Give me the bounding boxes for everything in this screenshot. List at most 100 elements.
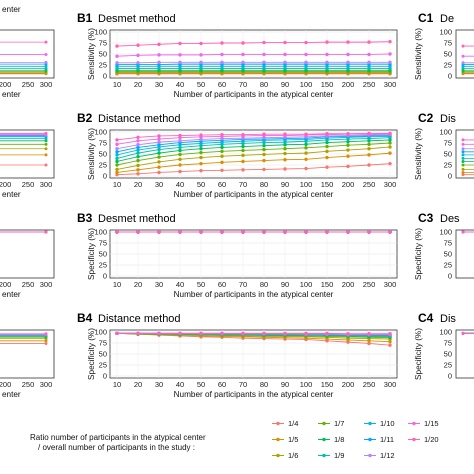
x-tick-label: 30 xyxy=(155,280,163,289)
left-fragment-axis-label: enter xyxy=(2,90,21,99)
x-axis-label: Number of participants in the atypical c… xyxy=(174,190,334,199)
left-fragment-axis-label: enter xyxy=(2,290,21,299)
data-point xyxy=(115,153,119,157)
data-point xyxy=(157,230,161,234)
data-point xyxy=(115,138,119,142)
x-tick-label: 200 xyxy=(342,80,355,89)
y-tick-label: 75 xyxy=(99,239,107,248)
data-point xyxy=(325,331,329,336)
series-line-1-15 xyxy=(116,53,391,57)
legend-key-point xyxy=(276,437,280,442)
data-point xyxy=(220,145,224,150)
x-tick-label: 100 xyxy=(300,280,313,289)
data-point xyxy=(388,230,392,234)
y-axis-label: Specificity (%) xyxy=(87,328,96,380)
data-point xyxy=(199,60,203,65)
data-point xyxy=(241,168,245,172)
x-axis-label: Number of participants in the atypical c… xyxy=(174,90,334,99)
data-point xyxy=(262,158,266,163)
x-tick-label: 90 xyxy=(281,380,289,389)
data-point xyxy=(241,230,245,234)
x-tick-label: 30 xyxy=(155,380,163,389)
right-y-tick: 75 xyxy=(444,339,452,348)
left-fragment-plot xyxy=(0,129,55,179)
series-line-1-12 xyxy=(116,134,391,150)
y-tick-label: 100 xyxy=(94,328,107,337)
data-point xyxy=(136,154,140,159)
data-point xyxy=(178,148,182,153)
y-axis-label: Sensitivity (%) xyxy=(87,128,96,180)
data-point xyxy=(178,230,182,234)
x-tick-label: 80 xyxy=(260,280,268,289)
legend-key-point xyxy=(276,421,280,426)
data-point xyxy=(325,52,329,57)
left-fragment-point xyxy=(44,153,48,157)
data-point xyxy=(199,41,203,46)
data-point xyxy=(220,149,224,154)
data-point xyxy=(388,131,392,136)
left-fragment-axis-label: enter xyxy=(2,190,21,199)
right-y-tick: 25 xyxy=(444,61,452,70)
x-tick-label: 70 xyxy=(239,80,247,89)
y-tick-label: 0 xyxy=(103,72,107,81)
data-point xyxy=(304,166,308,171)
data-point xyxy=(388,141,392,145)
left-fragment-tick: 250 xyxy=(22,280,35,289)
series-line-1-8 xyxy=(116,139,391,162)
data-point xyxy=(325,165,329,169)
x-tick-label: 10 xyxy=(113,80,121,89)
right-y-tick: 75 xyxy=(444,39,452,48)
legend-entry-label: 1/12 xyxy=(380,451,395,460)
data-point xyxy=(241,144,245,149)
data-point xyxy=(262,60,266,65)
data-point xyxy=(388,151,392,155)
x-tick-label: 70 xyxy=(239,280,247,289)
data-point xyxy=(136,158,140,163)
right-fragment-plot xyxy=(455,329,474,379)
left-fragment-point xyxy=(44,64,48,68)
right-y-tick: 25 xyxy=(444,161,452,170)
y-tick-label: 50 xyxy=(99,50,107,59)
panel-title-B3: Desmet method xyxy=(98,213,176,225)
left-fragment-point xyxy=(44,142,48,146)
data-point xyxy=(325,140,329,145)
right-panel-title: Dis xyxy=(440,313,456,325)
y-tick-label: 100 xyxy=(94,128,107,137)
data-point xyxy=(283,331,287,336)
series-line-1-15 xyxy=(116,133,391,145)
data-point xyxy=(388,339,392,344)
x-tick-label: 40 xyxy=(176,380,184,389)
panel-id-B3: B3 xyxy=(77,211,93,225)
x-tick-label: 250 xyxy=(363,180,376,189)
data-point xyxy=(220,168,224,172)
data-point xyxy=(157,160,161,164)
x-tick-label: 300 xyxy=(384,380,397,389)
data-point xyxy=(157,155,161,159)
data-point xyxy=(178,60,182,65)
x-tick-label: 20 xyxy=(134,280,142,289)
legend-entry-label: 1/5 xyxy=(288,435,298,444)
x-tick-label: 80 xyxy=(260,80,268,89)
right-panel-title: Dis xyxy=(440,113,456,125)
data-point xyxy=(346,132,350,136)
left-fragment-point xyxy=(44,230,48,234)
legend-key-point xyxy=(368,437,372,442)
right-panel-id: C2 xyxy=(418,111,434,125)
data-point xyxy=(262,143,266,148)
left-fragment-point xyxy=(44,52,48,56)
data-point xyxy=(136,148,140,152)
data-point xyxy=(199,147,203,151)
series-line-1-11 xyxy=(116,135,391,153)
data-point xyxy=(115,163,119,167)
y-tick-label: 0 xyxy=(103,372,107,381)
left-fragment-point xyxy=(44,131,48,135)
x-tick-label: 50 xyxy=(197,80,205,89)
data-point xyxy=(136,139,140,143)
right-y-tick: 50 xyxy=(444,350,452,359)
left-fragment-axis-label: enter xyxy=(2,390,21,399)
x-tick-label: 20 xyxy=(134,180,142,189)
right-y-tick: 0 xyxy=(448,272,452,281)
legend-key-point xyxy=(368,421,372,426)
data-point xyxy=(157,143,161,147)
data-point xyxy=(157,60,161,65)
